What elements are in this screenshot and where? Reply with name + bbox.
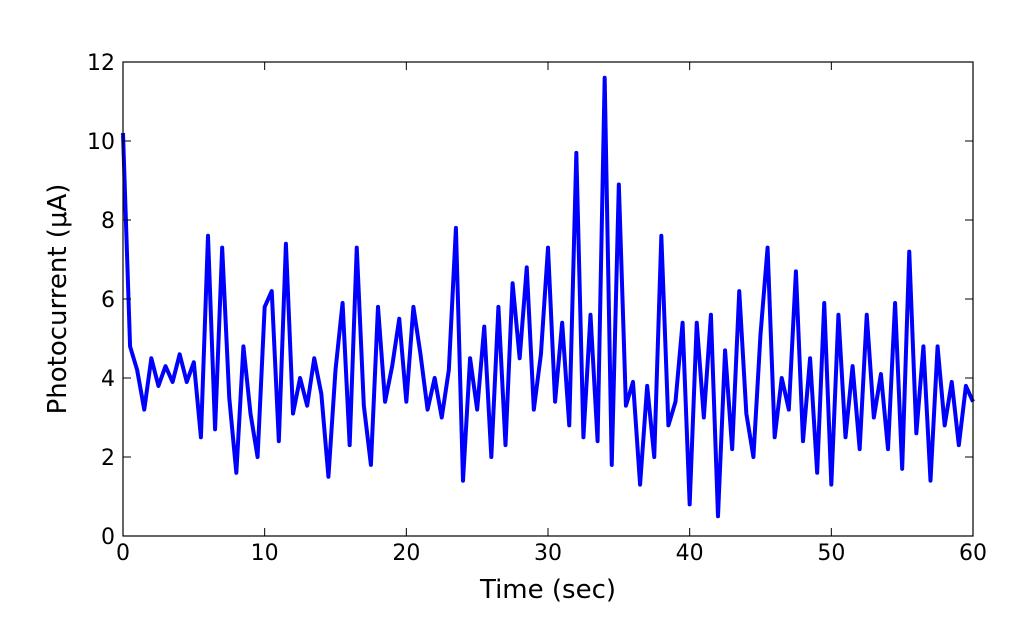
x-tick-label: 20 — [392, 541, 420, 566]
y-tick-label: 12 — [87, 51, 115, 76]
y-tick-label: 4 — [101, 367, 115, 392]
y-tick-label: 0 — [101, 525, 115, 550]
plot-frame — [122, 61, 974, 537]
y-tick-label: 10 — [87, 130, 115, 155]
y-tick-label: 6 — [101, 288, 115, 313]
x-tick-label: 40 — [676, 541, 704, 566]
x-tick-label: 0 — [116, 541, 130, 566]
x-tick-label: 30 — [534, 541, 562, 566]
data-line — [121, 75, 975, 519]
x-tick-label: 60 — [959, 541, 987, 566]
y-axis-label: Photocurrent (μA) — [43, 184, 73, 415]
y-tick-label: 8 — [101, 209, 115, 234]
y-tick-label: 2 — [101, 446, 115, 471]
x-tick-label: 50 — [817, 541, 845, 566]
x-axis-label: Time (sec) — [479, 575, 616, 605]
x-tick-label: 10 — [251, 541, 279, 566]
